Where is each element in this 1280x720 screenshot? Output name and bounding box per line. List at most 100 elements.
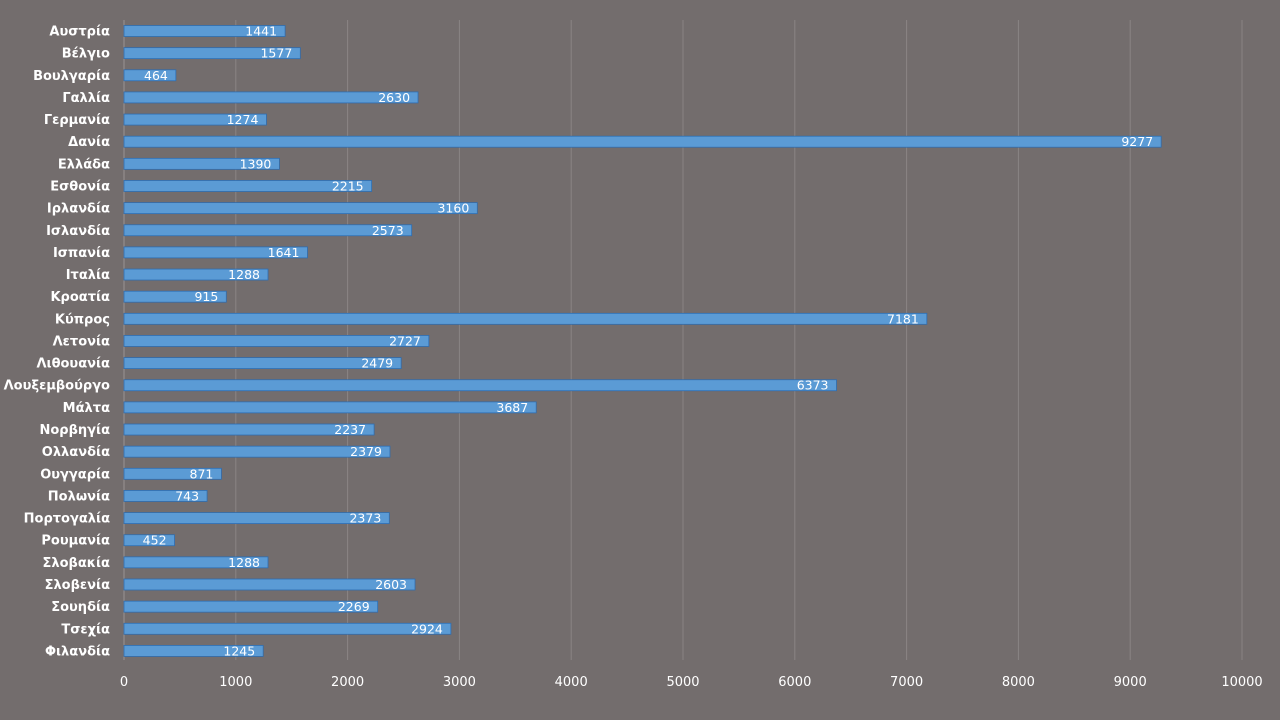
data-labels: 1441 1577 464 2630 1274 9277 1390 2215 3160 2573 1… bbox=[143, 24, 1153, 659]
category-label: Γαλλία bbox=[62, 91, 110, 106]
category-label: Κύπρος bbox=[55, 312, 110, 327]
x-tick-label: 4000 bbox=[555, 675, 588, 690]
x-tick-label: 6000 bbox=[778, 675, 811, 690]
bar bbox=[123, 645, 264, 657]
category-label: Σουηδία bbox=[51, 600, 110, 615]
data-label: 1441 bbox=[245, 24, 277, 39]
category-label: Ιταλία bbox=[66, 268, 110, 283]
data-label: 2573 bbox=[372, 223, 404, 238]
category-label: Ουγγαρία bbox=[40, 467, 110, 482]
category-label: Γερμανία bbox=[44, 113, 110, 128]
data-label: 1288 bbox=[228, 555, 260, 570]
x-tick-label: 10000 bbox=[1221, 675, 1262, 690]
category-label: Εσθονία bbox=[50, 179, 110, 194]
category-label: Κροατία bbox=[50, 290, 110, 305]
data-label: 2373 bbox=[349, 511, 381, 526]
x-tick-label: 3000 bbox=[443, 675, 476, 690]
data-label: 1641 bbox=[268, 245, 300, 260]
x-tick-label: 9000 bbox=[1114, 675, 1147, 690]
x-tick-label: 0 bbox=[120, 675, 128, 690]
data-label: 2269 bbox=[338, 599, 370, 614]
bar bbox=[123, 401, 537, 414]
category-label: Σλοβακία bbox=[42, 556, 110, 571]
data-label: 3687 bbox=[496, 400, 528, 415]
data-label: 7181 bbox=[887, 311, 919, 326]
category-label: Ολλανδία bbox=[42, 445, 110, 460]
category-label: Σλοβενία bbox=[45, 578, 111, 593]
category-label: Ισλανδία bbox=[46, 224, 110, 239]
data-label: 2237 bbox=[334, 422, 366, 437]
bar bbox=[123, 335, 430, 347]
data-label: 3160 bbox=[437, 201, 469, 216]
data-label: 2630 bbox=[378, 90, 410, 105]
data-label: 1288 bbox=[228, 267, 260, 282]
data-label: 2479 bbox=[361, 356, 393, 371]
bar bbox=[123, 113, 267, 126]
bar bbox=[123, 578, 416, 591]
bar bbox=[123, 490, 208, 502]
bar bbox=[123, 357, 402, 370]
bar bbox=[123, 534, 175, 547]
bar bbox=[123, 91, 419, 104]
bar bbox=[123, 268, 269, 281]
bar bbox=[123, 556, 269, 569]
data-label: 743 bbox=[175, 488, 199, 503]
x-tick-label: 1000 bbox=[219, 675, 252, 690]
category-label: Αυστρία bbox=[49, 25, 110, 40]
category-label: Φιλανδία bbox=[45, 644, 110, 659]
category-label: Πορτογαλία bbox=[24, 512, 110, 527]
data-label: 1390 bbox=[240, 156, 272, 171]
data-label: 2924 bbox=[411, 621, 443, 636]
data-label: 1245 bbox=[223, 643, 255, 658]
category-label: Μάλτα bbox=[63, 401, 110, 416]
bar bbox=[123, 202, 478, 215]
category-label: Βουλγαρία bbox=[33, 69, 110, 84]
bar bbox=[123, 512, 390, 524]
data-label: 464 bbox=[144, 68, 168, 83]
category-label: Πολωνία bbox=[48, 489, 110, 504]
category-labels: Αυστρία Βέλγιο Βουλγαρία Γαλλία Γερμανία Δανί… bbox=[4, 25, 110, 660]
bar bbox=[123, 290, 227, 303]
category-label: Βέλγιο bbox=[62, 47, 110, 62]
category-label: Ιρλανδία bbox=[47, 202, 110, 217]
category-label: Ρουμανία bbox=[41, 534, 110, 549]
category-label: Λουξεμβούργο bbox=[4, 379, 110, 394]
bars bbox=[123, 25, 1162, 657]
bar bbox=[123, 600, 379, 613]
bar bbox=[123, 25, 286, 37]
category-label: Λιθουανία bbox=[36, 357, 110, 372]
bar bbox=[123, 135, 1162, 148]
data-label: 2603 bbox=[375, 577, 407, 592]
bar bbox=[123, 180, 373, 192]
bar bbox=[123, 423, 375, 436]
bar bbox=[123, 224, 413, 237]
bar bbox=[123, 445, 391, 458]
data-label: 915 bbox=[194, 289, 218, 304]
data-label: 2379 bbox=[350, 444, 382, 459]
category-label: Ισπανία bbox=[53, 246, 110, 261]
data-label: 9277 bbox=[1121, 134, 1153, 149]
x-tick-labels: 0 1000 2000 3000 4000 5000 6000 7000 8000 9000 100… bbox=[120, 675, 1263, 690]
category-label: Νορβηγία bbox=[39, 423, 110, 438]
bar bbox=[123, 312, 928, 325]
bar bbox=[123, 47, 301, 60]
bar bbox=[123, 157, 280, 170]
x-tick-label: 8000 bbox=[1002, 675, 1035, 690]
x-tick-label: 2000 bbox=[331, 675, 364, 690]
bar bbox=[123, 379, 837, 392]
data-label: 2215 bbox=[332, 178, 364, 193]
bar bbox=[123, 622, 452, 635]
data-label: 1577 bbox=[260, 46, 292, 61]
category-label: Ελλάδα bbox=[58, 157, 110, 172]
category-label: Τσεχία bbox=[61, 622, 110, 637]
gridlines bbox=[123, 20, 1243, 660]
data-label: 2727 bbox=[389, 333, 421, 348]
category-label: Λετονία bbox=[53, 334, 110, 349]
x-tick-label: 5000 bbox=[666, 675, 699, 690]
data-label: 452 bbox=[143, 533, 167, 548]
x-tick-label: 7000 bbox=[890, 675, 923, 690]
category-label: Δανία bbox=[68, 135, 110, 150]
data-label: 871 bbox=[190, 466, 214, 481]
